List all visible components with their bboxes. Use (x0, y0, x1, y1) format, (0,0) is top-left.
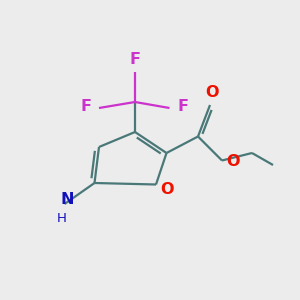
Text: O: O (205, 85, 218, 100)
Text: F: F (178, 99, 188, 114)
Text: O: O (227, 154, 240, 169)
Text: F: F (130, 52, 140, 68)
Text: O: O (160, 182, 173, 197)
Text: H: H (57, 212, 67, 225)
Text: F: F (80, 99, 91, 114)
Text: N: N (61, 192, 74, 207)
